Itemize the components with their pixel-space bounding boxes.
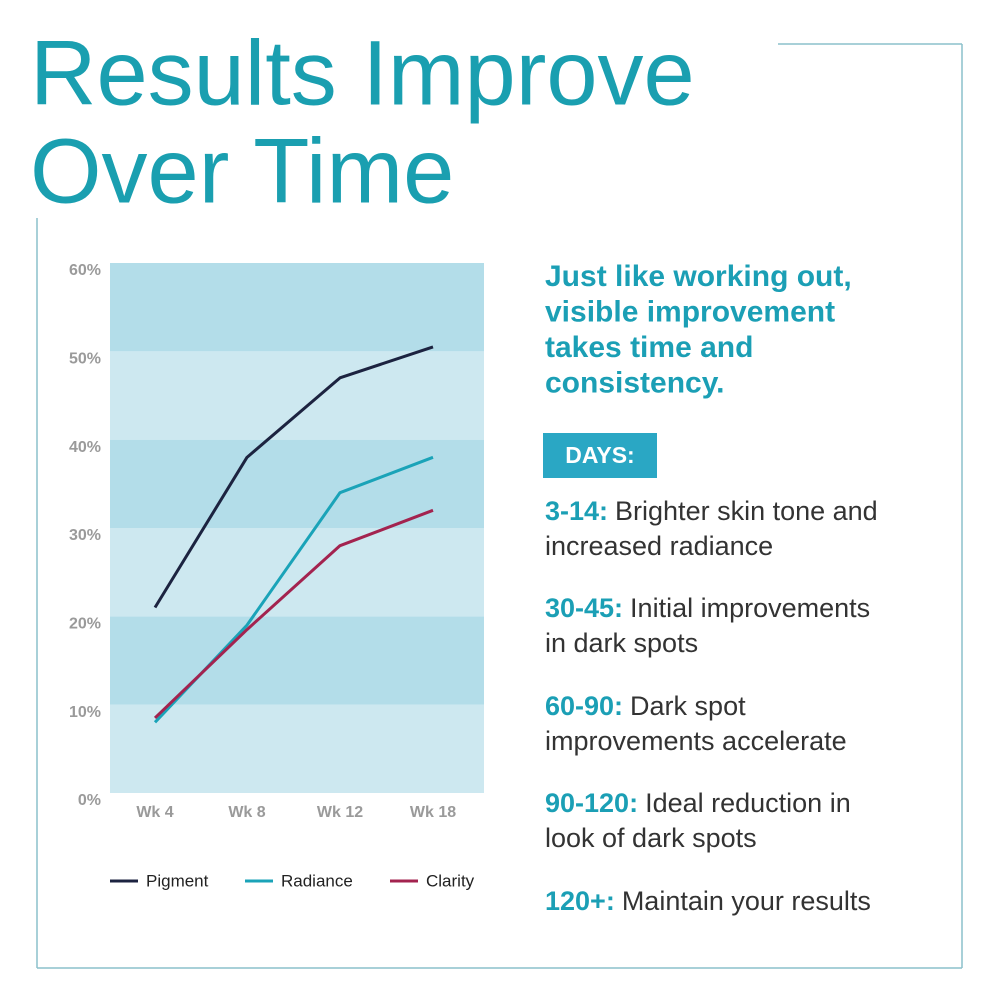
day-entry: 3-14: Brighter skin tone and — [545, 496, 878, 526]
x-tick-label: Wk 12 — [317, 804, 363, 821]
day-text: Ideal reduction in — [645, 788, 851, 818]
y-tick-label: 60% — [69, 262, 101, 279]
day-text: Maintain your results — [622, 886, 871, 916]
plot-band — [110, 351, 484, 440]
day-text: Brighter skin tone and — [615, 496, 878, 526]
day-text: increased radiance — [545, 531, 773, 561]
plot-band — [110, 528, 484, 617]
day-entry: 60-90: Dark spot — [545, 691, 746, 721]
day-range: 90-120: — [545, 788, 638, 818]
day-range: 3-14: — [545, 496, 608, 526]
day-range: 60-90: — [545, 691, 623, 721]
legend-label: Radiance — [281, 871, 353, 890]
day-text: improvements accelerate — [545, 726, 847, 756]
x-tick-label: Wk 8 — [228, 804, 265, 821]
y-tick-label: 0% — [78, 792, 101, 809]
day-range: 30-45: — [545, 593, 623, 623]
series-line — [153, 345, 434, 609]
day-entry: 90-120: Ideal reduction in — [545, 788, 851, 818]
headline-line: consistency. — [545, 366, 725, 399]
days-label: DAYS: — [565, 442, 634, 468]
day-text: Dark spot — [630, 691, 746, 721]
x-tick-label: Wk 4 — [136, 804, 173, 821]
headline-line: visible improvement — [545, 295, 835, 328]
plot-band — [110, 704, 484, 793]
day-entry: 30-45: Initial improvements — [545, 593, 870, 623]
y-tick-label: 20% — [69, 616, 101, 633]
side-text: Just like working out,visible improvemen… — [543, 260, 878, 916]
legend-label: Clarity — [426, 871, 475, 890]
plot-band — [110, 263, 484, 352]
y-tick-label: 40% — [69, 439, 101, 456]
x-tick-label: Wk 18 — [410, 804, 456, 821]
days-box — [543, 433, 657, 478]
frame — [36, 43, 963, 969]
day-text: Initial improvements — [630, 593, 870, 623]
title-line: Results Improve — [30, 22, 695, 124]
headline-line: Just like working out, — [545, 260, 852, 293]
legend-label: Pigment — [146, 871, 209, 890]
plot-band — [110, 439, 484, 528]
plot-band — [110, 616, 484, 705]
y-tick-label: 10% — [69, 704, 101, 721]
series-line — [153, 508, 434, 719]
day-text: in dark spots — [545, 628, 698, 658]
y-tick-label: 50% — [69, 351, 101, 368]
day-range: 120+: — [545, 886, 615, 916]
day-text: look of dark spots — [545, 823, 757, 853]
title-line: Over Time — [30, 120, 454, 222]
y-tick-label: 30% — [69, 527, 101, 544]
chart: 0% 10% 20% 30% 40% 50% 60% Wk 4 Wk 8 Wk 12 Wk 18 Pi… — [69, 262, 484, 890]
day-entry: 120+: Maintain your results — [545, 886, 871, 916]
headline-line: takes time and — [545, 331, 753, 364]
